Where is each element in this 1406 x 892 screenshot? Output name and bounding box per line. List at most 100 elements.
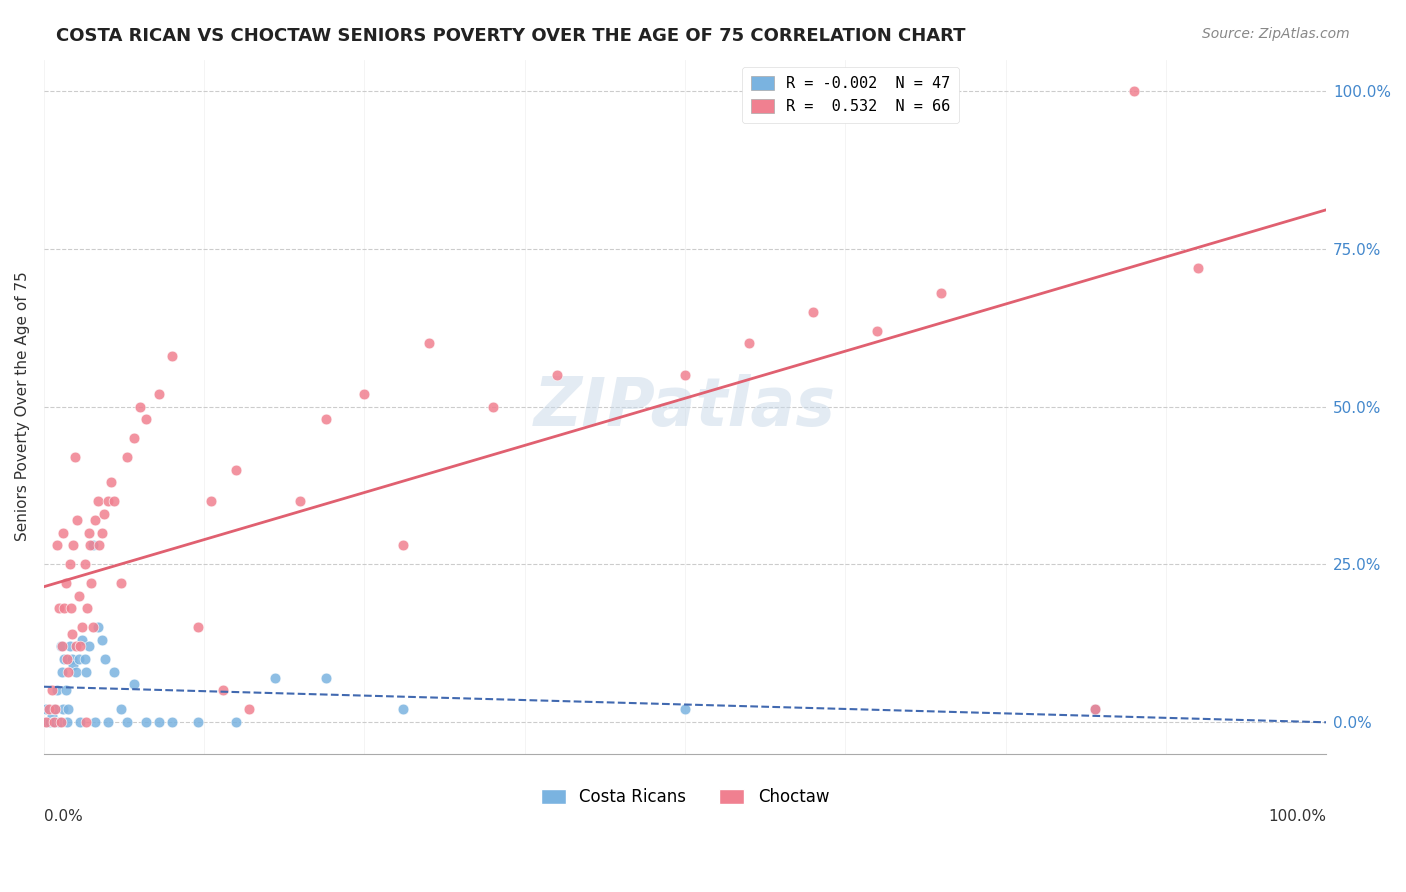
Point: [392, 538, 415, 552]
Point: [56, 652, 79, 666]
Point: [72, 632, 94, 647]
Point: [62, 658, 84, 673]
Point: [53, 601, 76, 615]
Point: [135, 412, 157, 426]
Point: [103, 494, 125, 508]
Point: [97, 714, 120, 729]
Point: [45, 683, 67, 698]
Point: [37, 714, 59, 729]
Point: [84, 513, 107, 527]
Point: [1084, 702, 1107, 716]
Point: [77, 525, 100, 540]
Point: [58, 702, 80, 716]
Point: [63, 450, 86, 464]
Point: [42, 714, 65, 729]
Point: [77, 640, 100, 654]
Point: [59, 601, 82, 615]
Text: 100.0%: 100.0%: [1268, 809, 1326, 824]
Point: [56, 714, 79, 729]
Point: [238, 702, 260, 716]
Point: [160, 349, 183, 363]
Point: [546, 368, 568, 382]
Point: [75, 714, 97, 729]
Point: [75, 665, 97, 679]
Point: [90, 525, 112, 540]
Point: [673, 368, 696, 382]
Point: [84, 714, 107, 729]
Point: [82, 538, 104, 552]
Point: [66, 513, 89, 527]
Point: [115, 714, 138, 729]
Point: [48, 714, 70, 729]
Point: [315, 671, 337, 685]
Point: [65, 665, 87, 679]
Point: [38, 702, 60, 716]
Legend: R = -0.002  N = 47, R =  0.532  N = 66: R = -0.002 N = 47, R = 0.532 N = 66: [742, 67, 959, 123]
Point: [60, 626, 83, 640]
Point: [94, 652, 117, 666]
Point: [122, 431, 145, 445]
Point: [69, 640, 91, 654]
Point: [392, 702, 415, 716]
Point: [52, 525, 75, 540]
Point: [35, 714, 58, 729]
Point: [44, 702, 66, 716]
Point: [35, 702, 58, 716]
Point: [87, 538, 110, 552]
Point: [673, 702, 696, 716]
Point: [65, 640, 87, 654]
Text: COSTA RICAN VS CHOCTAW SENIORS POVERTY OVER THE AGE OF 75 CORRELATION CHART: COSTA RICAN VS CHOCTAW SENIORS POVERTY O…: [56, 27, 966, 45]
Point: [44, 702, 66, 716]
Point: [51, 665, 73, 679]
Point: [110, 576, 132, 591]
Point: [44, 714, 66, 729]
Point: [187, 714, 209, 729]
Point: [79, 538, 101, 552]
Point: [87, 620, 110, 634]
Point: [115, 450, 138, 464]
Point: [41, 683, 63, 698]
Y-axis label: Seniors Poverty Over the Age of 75: Seniors Poverty Over the Age of 75: [15, 272, 30, 541]
Point: [41, 708, 63, 723]
Point: [212, 683, 235, 698]
Point: [738, 336, 761, 351]
Point: [148, 387, 170, 401]
Point: [187, 620, 209, 634]
Point: [100, 475, 122, 490]
Point: [200, 494, 222, 508]
Point: [58, 558, 80, 572]
Point: [129, 400, 152, 414]
Point: [93, 507, 115, 521]
Point: [48, 601, 70, 615]
Point: [51, 640, 73, 654]
Text: Source: ZipAtlas.com: Source: ZipAtlas.com: [1202, 27, 1350, 41]
Point: [481, 400, 503, 414]
Point: [1187, 260, 1209, 275]
Point: [34, 714, 56, 729]
Point: [53, 652, 76, 666]
Point: [39, 714, 62, 729]
Point: [67, 589, 90, 603]
Point: [82, 620, 104, 634]
Point: [58, 665, 80, 679]
Point: [87, 494, 110, 508]
Point: [52, 702, 75, 716]
Point: [69, 714, 91, 729]
Point: [55, 576, 77, 591]
Point: [1122, 84, 1144, 98]
Point: [55, 683, 77, 698]
Point: [931, 285, 953, 300]
Point: [67, 652, 90, 666]
Point: [80, 576, 103, 591]
Point: [72, 620, 94, 634]
Point: [353, 387, 375, 401]
Point: [58, 640, 80, 654]
Point: [225, 714, 247, 729]
Point: [290, 494, 312, 508]
Point: [315, 412, 337, 426]
Point: [263, 671, 285, 685]
Point: [73, 558, 96, 572]
Point: [97, 494, 120, 508]
Text: ZIPatlas: ZIPatlas: [534, 374, 837, 440]
Point: [103, 665, 125, 679]
